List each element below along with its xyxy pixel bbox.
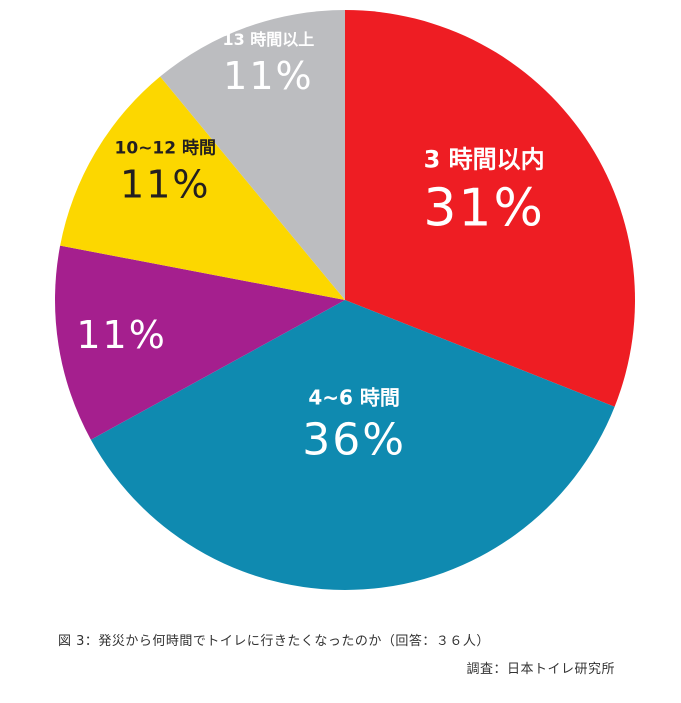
pie-slice	[54, 245, 345, 440]
figure-source: 調査：日本トイレ研究所	[466, 662, 615, 677]
slice-category-label: 13 時間以上	[222, 30, 314, 49]
pie-slice	[160, 10, 345, 300]
slice-percent-label: 11%	[120, 163, 210, 207]
pie-slices	[54, 10, 636, 590]
pie-slice	[60, 76, 346, 300]
slice-percent-label: 31%	[423, 178, 545, 238]
slice-percent-label: 11%	[76, 313, 166, 357]
pie-labels: 3 時間以内 31% 4~6 時間 36% 11% 10~12 時間 11% 13 時間以上 1…	[76, 30, 545, 466]
slice-percent-label: 36%	[302, 415, 406, 466]
pie-slice	[345, 10, 636, 407]
slice-percent-label: 11%	[223, 54, 313, 98]
pie-slice	[90, 300, 615, 590]
slice-category-label: 3 時間以内	[424, 145, 545, 173]
figure-caption: 図 3：発災から何時間でトイレに行きたくなったのか（回答：３６人）	[58, 634, 490, 649]
pie-chart: 3 時間以内 31% 4~6 時間 36% 11% 10~12 時間 11% 13 時間以上 1…	[54, 10, 636, 590]
slice-category-label: 4~6 時間	[308, 386, 400, 410]
slice-category-label: 10~12 時間	[115, 138, 216, 159]
